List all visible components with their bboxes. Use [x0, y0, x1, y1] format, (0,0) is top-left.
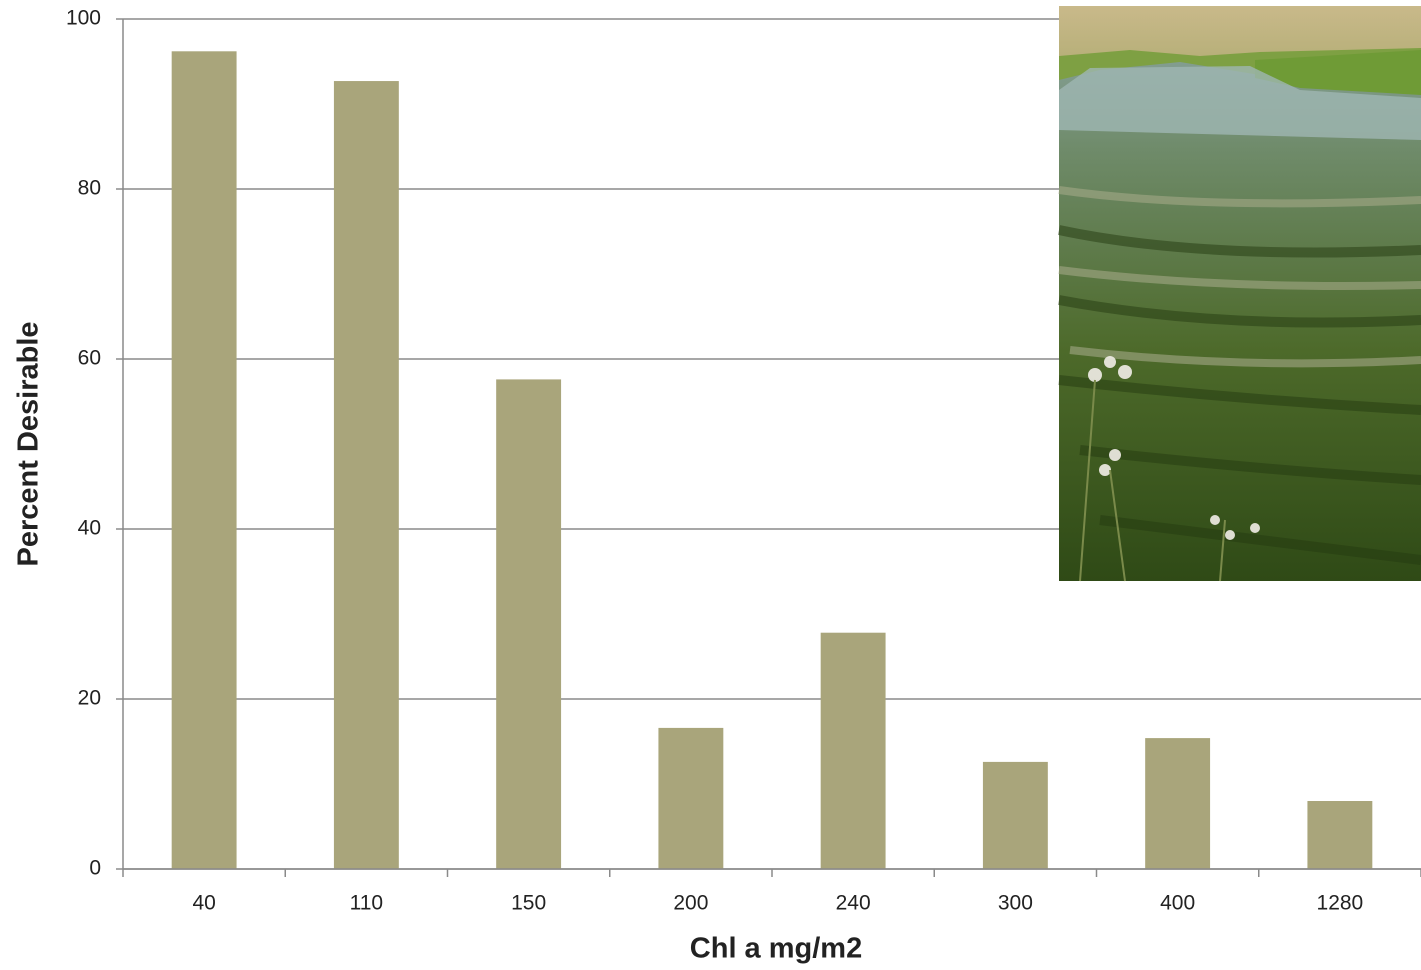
- x-tick-label: 300: [998, 892, 1033, 915]
- y-tick-label: 0: [89, 857, 101, 880]
- x-tick-label: 240: [836, 892, 871, 915]
- bar: [1307, 801, 1372, 869]
- x-tick-label: 40: [192, 892, 215, 915]
- bar: [172, 51, 237, 869]
- x-tick-label: 200: [673, 892, 708, 915]
- bar: [1145, 738, 1210, 869]
- y-tick-label: 20: [78, 687, 101, 710]
- y-tick-label: 100: [66, 7, 101, 30]
- bar: [821, 633, 886, 869]
- page: {"chart_data": {"type": "bar", "x_label"…: [0, 0, 1421, 970]
- photo: [1059, 6, 1421, 581]
- x-tick-label: 1280: [1317, 892, 1364, 915]
- bar: [658, 728, 723, 869]
- bar: [496, 379, 561, 869]
- x-tick-label: 150: [511, 892, 546, 915]
- x-axis-title: Chl a mg/m2: [690, 933, 862, 965]
- y-axis-title: Percent Desirable: [13, 321, 45, 566]
- y-tick-label: 80: [78, 177, 101, 200]
- y-tick-label: 40: [78, 517, 101, 540]
- x-tick-label: 110: [350, 892, 383, 915]
- chart: Chl a mg/m2 Percent Desirable 0 20 40 60 80 1…: [0, 0, 1421, 970]
- bar: [334, 81, 399, 869]
- y-tick-label: 60: [78, 347, 101, 370]
- bar: [983, 762, 1048, 869]
- x-tick-label: 400: [1160, 892, 1195, 915]
